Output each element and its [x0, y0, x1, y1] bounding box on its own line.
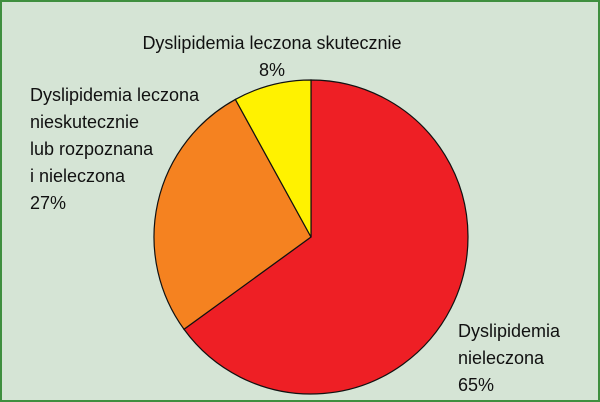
value-label: 8%	[258, 60, 285, 80]
value-label: 27%	[30, 193, 67, 213]
pie-slice	[234, 79, 312, 238]
category-label: Dyslipidemia nieleczona	[458, 321, 561, 368]
value-label: 65%	[458, 375, 495, 395]
pie-slice	[153, 98, 312, 331]
slice-label: Dyslipidemia nieleczona 65%	[458, 318, 560, 399]
pie-slice	[183, 79, 469, 395]
category-label: Dyslipidemia leczona skutecznie	[142, 33, 402, 53]
category-label: Dyslipidemia leczona nieskutecznie lub r…	[30, 85, 200, 186]
slice-label: Dyslipidemia leczona nieskutecznie lub r…	[30, 82, 199, 217]
slice-label: Dyslipidemia leczona skutecznie 8%	[102, 30, 442, 84]
